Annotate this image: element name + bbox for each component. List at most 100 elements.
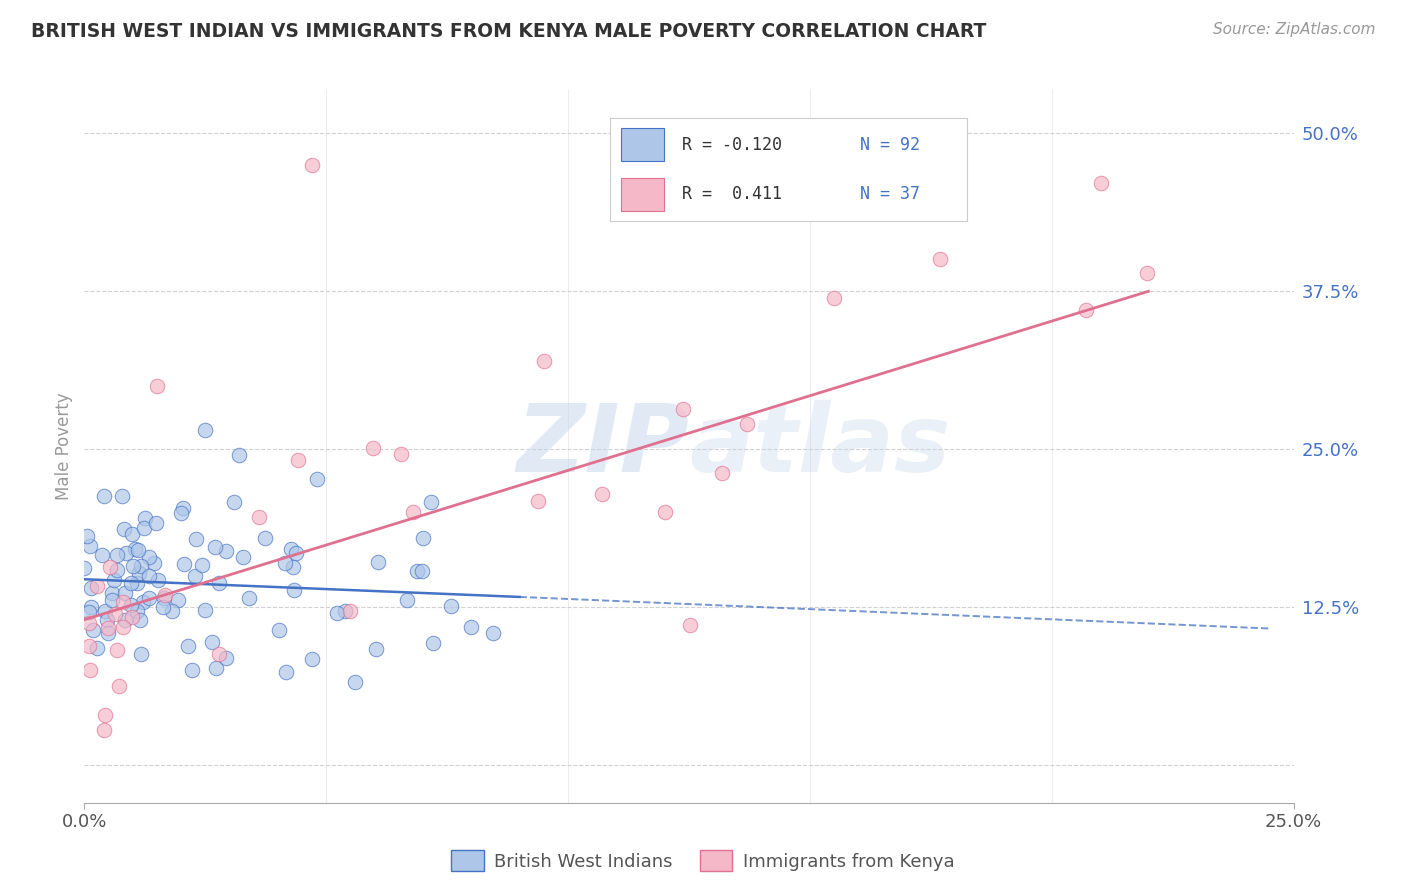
Point	[104, 607, 127, 621]
Point	[80, 581, 103, 595]
Point	[367, 554, 389, 568]
Point	[253, 531, 276, 545]
Point	[396, 593, 419, 607]
Point	[204, 540, 226, 554]
Legend: British West Indians, Immigrants from Kenya: British West Indians, Immigrants from Ke…	[444, 843, 962, 879]
Point	[361, 442, 384, 456]
Point	[169, 506, 191, 520]
Point	[283, 560, 305, 574]
Point	[94, 708, 117, 723]
Point	[132, 521, 155, 535]
Point	[460, 619, 482, 633]
Point	[533, 353, 555, 368]
Point	[172, 501, 194, 516]
Point	[93, 489, 115, 503]
Point	[654, 505, 676, 519]
Point	[80, 599, 103, 614]
Point	[148, 573, 170, 587]
Point	[422, 636, 444, 650]
Point	[86, 640, 108, 655]
Point	[82, 623, 104, 637]
Point	[127, 542, 149, 557]
Point	[344, 675, 367, 690]
Point	[186, 533, 208, 547]
Point	[232, 549, 254, 564]
Point	[79, 640, 101, 654]
Point	[107, 679, 129, 693]
Point	[274, 665, 297, 679]
Text: Source: ZipAtlas.com: Source: ZipAtlas.com	[1212, 22, 1375, 37]
Point	[111, 489, 134, 503]
Point	[142, 556, 165, 570]
Point	[412, 531, 434, 545]
Point	[124, 541, 146, 556]
Point	[86, 579, 108, 593]
Point	[710, 467, 733, 481]
Point	[90, 548, 112, 562]
Text: ZIP: ZIP	[516, 400, 689, 492]
Point	[527, 494, 550, 508]
Point	[1074, 303, 1097, 318]
Point	[125, 575, 148, 590]
Point	[132, 595, 155, 609]
Point	[166, 593, 188, 607]
Point	[160, 604, 183, 618]
Point	[112, 522, 135, 536]
Point	[105, 549, 128, 563]
Point	[105, 643, 128, 657]
Point	[77, 605, 100, 619]
Point	[100, 586, 122, 600]
Point	[76, 529, 98, 543]
Point	[735, 417, 758, 431]
Point	[115, 546, 138, 560]
Point	[145, 516, 167, 530]
Point	[339, 603, 361, 617]
Point	[929, 252, 952, 266]
Point	[672, 402, 695, 417]
Point	[111, 620, 134, 634]
Point	[77, 615, 100, 630]
Point	[301, 652, 323, 666]
Point	[366, 642, 388, 657]
Point	[138, 569, 160, 583]
Point	[287, 453, 309, 467]
Point	[274, 556, 297, 570]
Point	[402, 505, 425, 519]
Point	[98, 559, 121, 574]
Point	[125, 604, 148, 618]
Point	[420, 495, 443, 509]
Point	[335, 604, 357, 618]
Point	[181, 663, 204, 677]
Point	[146, 379, 169, 393]
Point	[194, 423, 217, 437]
Point	[112, 595, 135, 609]
Point	[326, 606, 349, 620]
Point	[114, 586, 136, 600]
Point	[307, 472, 329, 486]
Point	[138, 591, 160, 605]
Point	[129, 558, 152, 573]
Point	[201, 635, 224, 649]
Point	[93, 723, 115, 737]
Point	[73, 561, 96, 575]
Point	[121, 609, 143, 624]
Point	[153, 591, 176, 605]
Point	[215, 544, 238, 558]
Point	[284, 546, 307, 560]
Point	[1090, 176, 1112, 190]
Point	[105, 564, 128, 578]
Point	[114, 613, 136, 627]
Point	[238, 591, 260, 605]
Point	[96, 613, 118, 627]
Point	[679, 618, 702, 632]
Point	[128, 566, 150, 580]
Point	[1136, 266, 1159, 280]
Text: atlas: atlas	[689, 400, 950, 492]
Point	[208, 647, 231, 661]
Point	[222, 494, 245, 508]
Y-axis label: Male Poverty: Male Poverty	[55, 392, 73, 500]
Point	[94, 604, 117, 618]
Point	[97, 625, 120, 640]
Point	[129, 613, 152, 627]
Point	[131, 647, 153, 661]
